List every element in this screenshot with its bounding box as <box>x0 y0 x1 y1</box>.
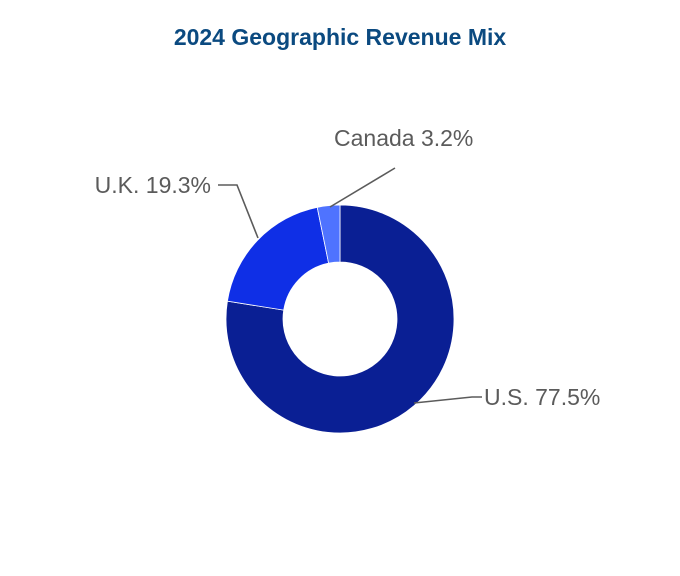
slice-label-us: U.S. 77.5% <box>484 384 600 410</box>
slice-label-canada: Canada 3.2% <box>334 125 473 151</box>
chart-title: 2024 Geographic Revenue Mix <box>173 24 507 50</box>
slice-uk <box>226 206 330 311</box>
donut-slices <box>225 204 455 434</box>
slice-us <box>225 204 455 434</box>
leader-line-canada <box>329 167 396 208</box>
slice-canada <box>316 204 341 264</box>
leader-line-uk <box>218 184 259 239</box>
leader-line-us <box>413 396 482 404</box>
slice-label-uk: U.K. 19.3% <box>95 172 211 198</box>
